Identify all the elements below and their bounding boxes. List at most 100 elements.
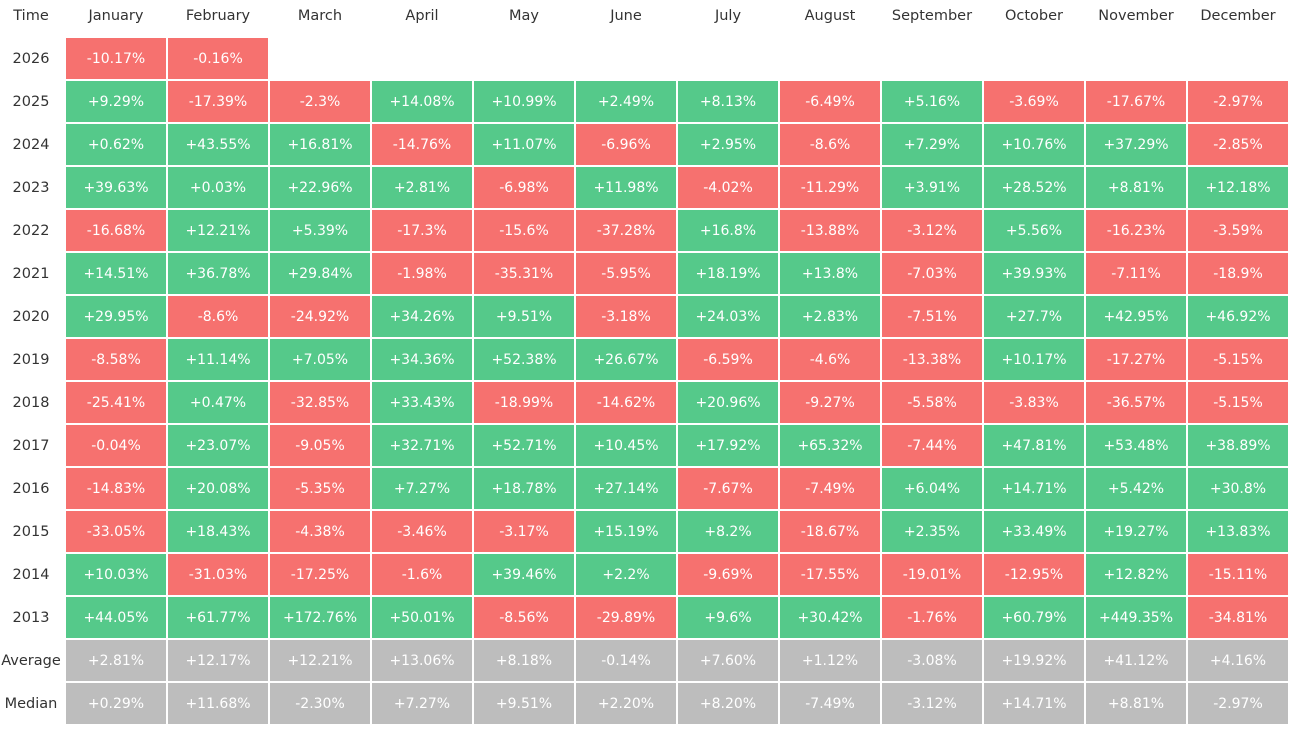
return-cell: -6.59% <box>678 339 778 380</box>
return-cell: +52.38% <box>474 339 574 380</box>
return-cell: +37.29% <box>1086 124 1186 165</box>
return-cell: +9.51% <box>474 296 574 337</box>
return-cell: +33.49% <box>984 511 1084 552</box>
return-cell: +18.43% <box>168 511 268 552</box>
row-label: 2018 <box>12 394 50 411</box>
return-cell: +33.43% <box>372 382 472 423</box>
return-cell: -1.6% <box>372 554 472 595</box>
return-cell: -0.04% <box>66 425 166 466</box>
return-cell: -5.95% <box>576 253 676 294</box>
row-label: 2021 <box>12 265 50 282</box>
return-cell: -12.95% <box>984 554 1084 595</box>
return-cell: +27.7% <box>984 296 1084 337</box>
return-cell: +53.48% <box>1086 425 1186 466</box>
return-cell: -5.15% <box>1188 339 1288 380</box>
row-label: 2025 <box>12 93 50 110</box>
return-cell: -24.92% <box>270 296 370 337</box>
return-cell: +26.67% <box>576 339 676 380</box>
return-cell: -7.44% <box>882 425 982 466</box>
summary-cell: +19.92% <box>984 640 1084 681</box>
return-cell: +16.81% <box>270 124 370 165</box>
return-cell: -14.83% <box>66 468 166 509</box>
return-cell: +10.45% <box>576 425 676 466</box>
return-cell: -17.55% <box>780 554 880 595</box>
return-cell: +24.03% <box>678 296 778 337</box>
return-cell: -7.49% <box>780 468 880 509</box>
row-header-title: Time <box>13 8 49 24</box>
return-cell: +5.56% <box>984 210 1084 251</box>
return-cell: +10.99% <box>474 81 574 122</box>
return-cell: -14.62% <box>576 382 676 423</box>
return-cell: +2.49% <box>576 81 676 122</box>
return-cell: +7.05% <box>270 339 370 380</box>
summary-cell: +13.06% <box>372 640 472 681</box>
column-header: January <box>88 8 144 24</box>
return-cell: -3.17% <box>474 511 574 552</box>
return-cell: +11.14% <box>168 339 268 380</box>
return-cell: +7.29% <box>882 124 982 165</box>
return-cell: +23.07% <box>168 425 268 466</box>
return-cell: +11.07% <box>474 124 574 165</box>
return-cell: +5.16% <box>882 81 982 122</box>
return-cell: -32.85% <box>270 382 370 423</box>
summary-cell: +8.81% <box>1086 683 1186 724</box>
return-cell: -18.9% <box>1188 253 1288 294</box>
row-label: 2026 <box>12 50 50 67</box>
return-cell: -15.6% <box>474 210 574 251</box>
return-cell: -17.67% <box>1086 81 1186 122</box>
return-cell: +2.95% <box>678 124 778 165</box>
column-header: February <box>185 8 251 24</box>
return-cell: +9.6% <box>678 597 778 638</box>
return-cell: -17.25% <box>270 554 370 595</box>
return-cell: -9.05% <box>270 425 370 466</box>
row-label: 2023 <box>12 179 50 196</box>
return-cell: -2.85% <box>1188 124 1288 165</box>
return-cell: +15.19% <box>576 511 676 552</box>
row-label: 2019 <box>12 351 50 368</box>
return-cell: -5.58% <box>882 382 982 423</box>
return-cell: +29.95% <box>66 296 166 337</box>
column-header: August <box>804 8 856 24</box>
summary-cell: -2.30% <box>270 683 370 724</box>
return-cell: +10.76% <box>984 124 1084 165</box>
return-cell: -4.6% <box>780 339 880 380</box>
return-cell: -4.02% <box>678 167 778 208</box>
return-cell: +30.42% <box>780 597 880 638</box>
return-cell: -2.97% <box>1188 81 1288 122</box>
return-cell: +32.71% <box>372 425 472 466</box>
return-cell: -13.88% <box>780 210 880 251</box>
return-cell: -6.96% <box>576 124 676 165</box>
return-cell: -36.57% <box>1086 382 1186 423</box>
return-cell: +2.83% <box>780 296 880 337</box>
column-header: March <box>297 8 343 24</box>
return-cell: -7.03% <box>882 253 982 294</box>
return-cell: -3.83% <box>984 382 1084 423</box>
column-header: October <box>1004 8 1064 24</box>
column-header: November <box>1098 8 1174 24</box>
column-header: September <box>891 8 973 24</box>
return-cell: -6.98% <box>474 167 574 208</box>
return-cell: -2.3% <box>270 81 370 122</box>
return-cell: +9.29% <box>66 81 166 122</box>
return-cell: +60.79% <box>984 597 1084 638</box>
summary-cell: +2.20% <box>576 683 676 724</box>
row-label: 2024 <box>12 136 50 153</box>
return-cell: -16.68% <box>66 210 166 251</box>
return-cell: -16.23% <box>1086 210 1186 251</box>
return-cell: -37.28% <box>576 210 676 251</box>
return-cell: +10.17% <box>984 339 1084 380</box>
return-cell: +38.89% <box>1188 425 1288 466</box>
summary-cell: +1.12% <box>780 640 880 681</box>
row-label: 2017 <box>12 437 50 454</box>
summary-cell: -3.12% <box>882 683 982 724</box>
return-cell: +16.8% <box>678 210 778 251</box>
return-cell: -3.59% <box>1188 210 1288 251</box>
return-cell: -8.6% <box>168 296 268 337</box>
return-cell: +14.08% <box>372 81 472 122</box>
return-cell: -4.38% <box>270 511 370 552</box>
return-cell: +28.52% <box>984 167 1084 208</box>
return-cell: +39.93% <box>984 253 1084 294</box>
summary-cell: +2.81% <box>66 640 166 681</box>
return-cell: +13.8% <box>780 253 880 294</box>
